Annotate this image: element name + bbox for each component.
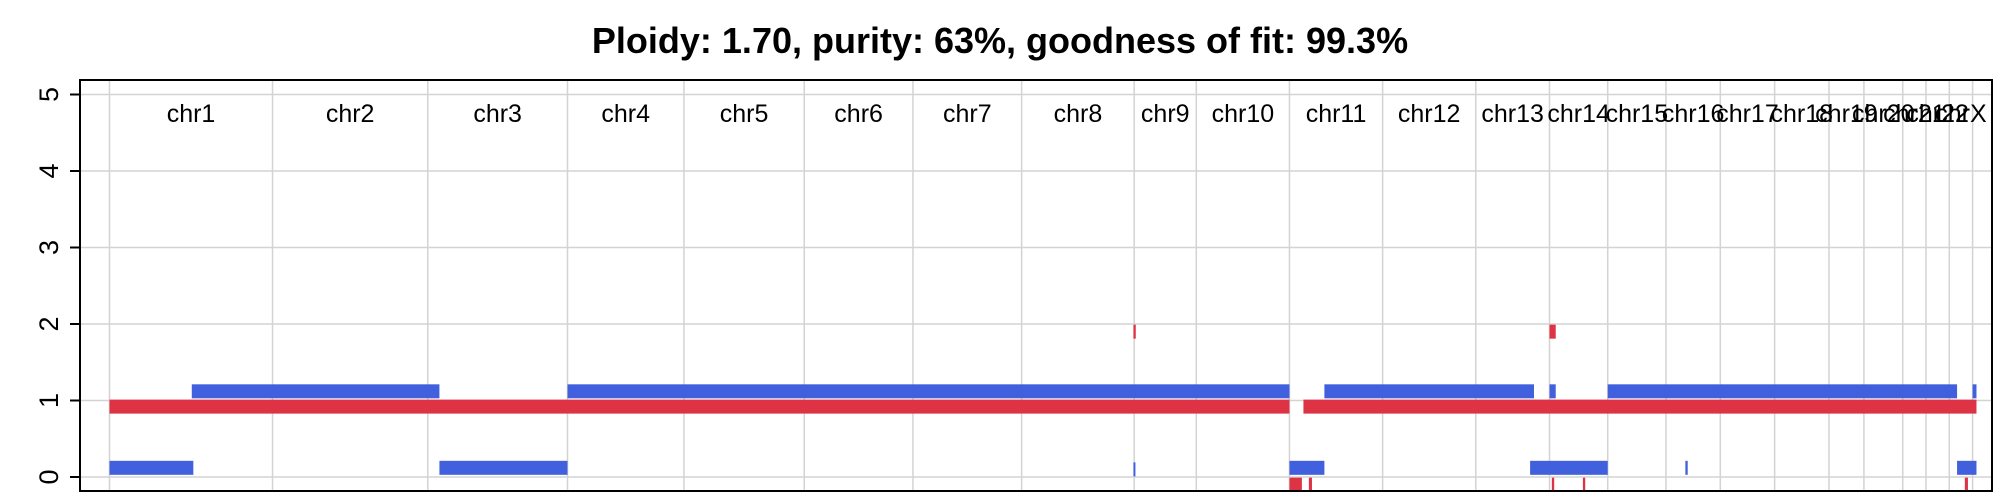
chromosome-label: chr22 [1906,100,1969,128]
minor-allele-segment [1289,477,1302,492]
major-allele-segment [1607,384,1958,399]
chromosome-label: chr14 [1547,100,1610,128]
minor-allele-segment [1549,324,1556,339]
minor-allele-segment [1133,324,1136,339]
major-allele-segment [1549,384,1556,399]
chromosome-label: chr13 [1481,100,1544,128]
chromosome-label: chr10 [1212,100,1275,128]
chromosome-label: chr5 [720,100,769,128]
y-axis: 0 1 2 3 4 5 [34,87,81,485]
chromosome-label: chr1 [167,100,216,128]
chromosome-label: chr21 [1883,100,1946,128]
major-allele-segment [1972,384,1977,399]
chart-title: Ploidy: 1.70, purity: 63%, goodness of f… [592,20,1408,61]
major-allele-segment [1324,384,1534,399]
chromosome-label: chr17 [1716,100,1779,128]
major-allele-segment [1289,460,1325,475]
major-allele-segment [1685,460,1688,475]
y-tick-label: 0 [34,469,64,484]
y-tick-label: 1 [34,393,64,408]
chromosome-label: chr11 [1306,100,1367,128]
minor-allele-segment [1964,477,1968,492]
major-allele-segment [109,460,194,475]
series-layer [109,324,1977,492]
y-tick-label: 3 [34,240,64,255]
chromosome-label: chr20 [1852,100,1915,128]
y-tick-label: 5 [34,87,64,102]
chromosome-label: chr19 [1815,100,1878,128]
major-allele-segment [1957,460,1977,475]
major-allele-segment [439,460,568,475]
chromosome-label: chr15 [1606,100,1669,128]
y-tick-label: 2 [34,316,64,331]
minor-allele-segment [1582,477,1586,492]
chromosome-label: chr2 [326,100,375,128]
plot-frame [79,79,1993,492]
minor-allele-segment [1303,399,1977,414]
chromosome-label: chrX [1935,100,1987,128]
chromosome-label: chr16 [1662,100,1725,128]
chromosome-label: chr3 [473,100,522,128]
major-allele-segment [1133,462,1136,477]
minor-allele-segment [1551,477,1555,492]
chromosome-label: chr12 [1398,100,1461,128]
major-allele-segment [1549,460,1608,475]
minor-allele-segment [109,399,1290,414]
major-allele-segment [567,384,1290,399]
chromosome-label: chr4 [601,100,650,128]
y-tick-label: 4 [34,163,64,178]
chromosome-label: chr6 [834,100,883,128]
major-allele-segment [1530,460,1550,475]
chromosome-label: chr18 [1771,100,1834,128]
minor-allele-segment [1308,477,1312,492]
chromosome-label: chr7 [943,100,992,128]
major-allele-segment [191,384,440,399]
chromosome-labels: chr1 chr2 chr3 chr4 chr5 chr6 chr7 chr8 chr9 chr1… [167,100,1987,128]
chromosome-label: chr9 [1141,100,1190,128]
chromosome-label: chr8 [1054,100,1103,128]
grid-layer [80,80,1992,491]
